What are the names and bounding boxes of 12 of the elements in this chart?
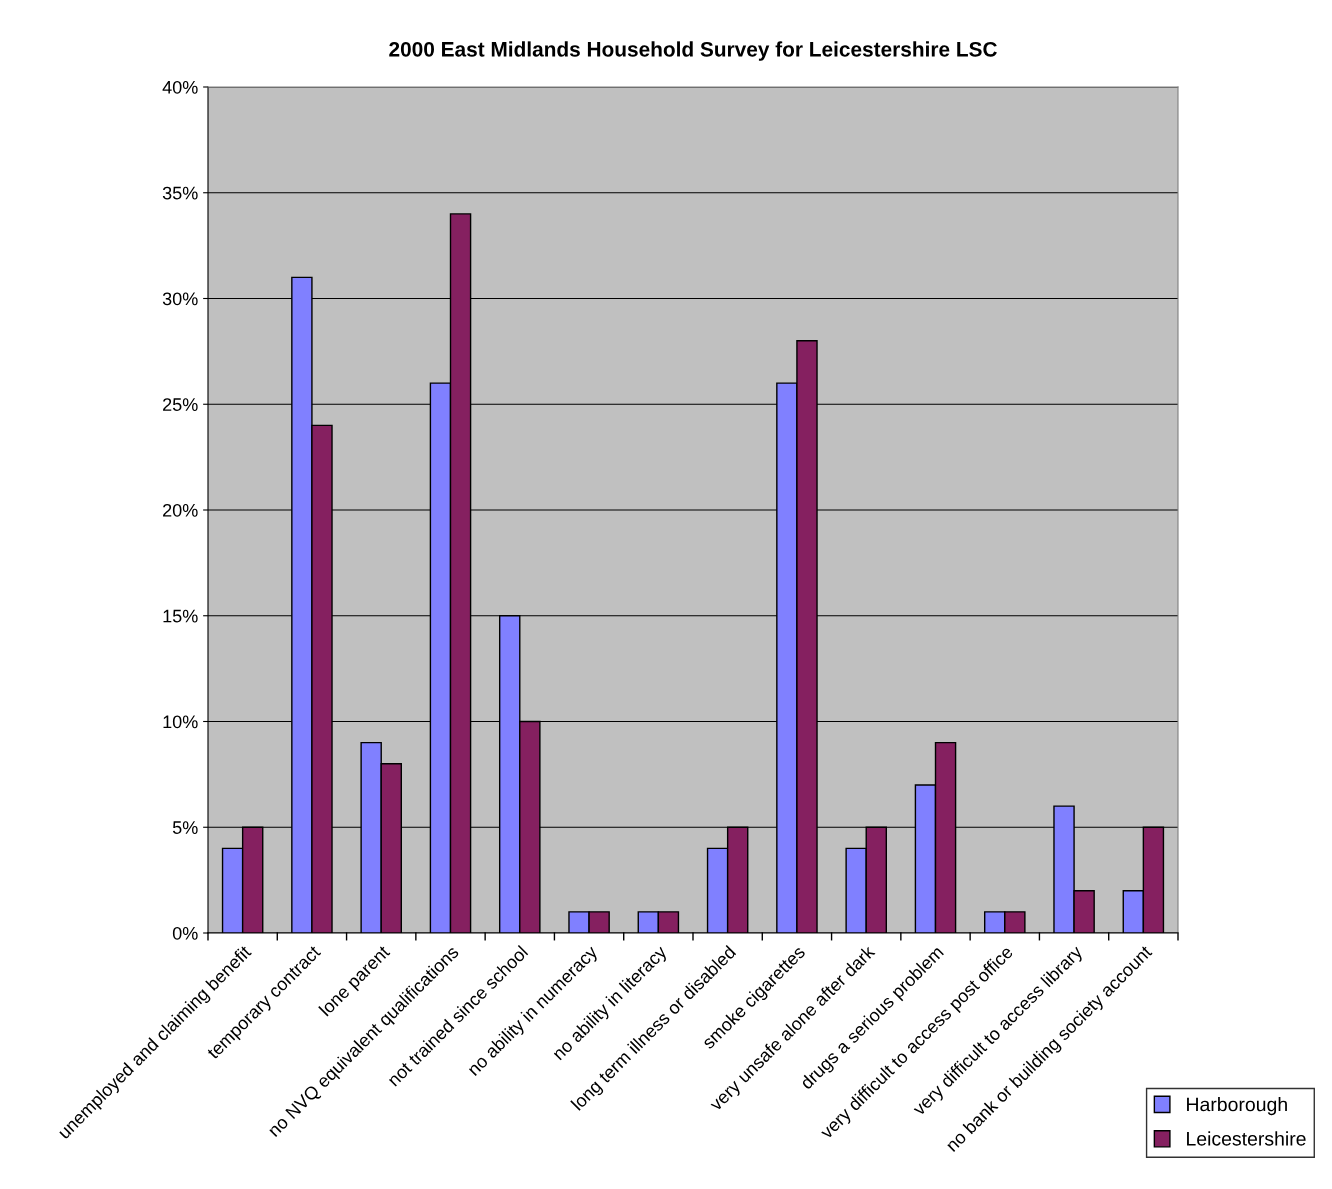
y-tick-label: 20% [163, 503, 198, 517]
chart-title: 2000 East Midlands Household Survey for Leicestershire LSC [389, 41, 997, 61]
y-tick-label: 5% [172, 821, 198, 834]
legend-label: Harborough [1187, 1097, 1287, 1116]
y-tick-label: 25% [163, 398, 198, 411]
legend-label: Leicestershire [1187, 1131, 1306, 1146]
y-tick-label: 15% [163, 609, 198, 623]
y-tick-label: 40% [162, 80, 198, 94]
y-tick-label: 30% [162, 292, 198, 306]
y-tick-label: 35% [162, 186, 198, 200]
y-tick-label: 10% [163, 715, 198, 729]
y-tick-label: 0% [172, 926, 198, 940]
